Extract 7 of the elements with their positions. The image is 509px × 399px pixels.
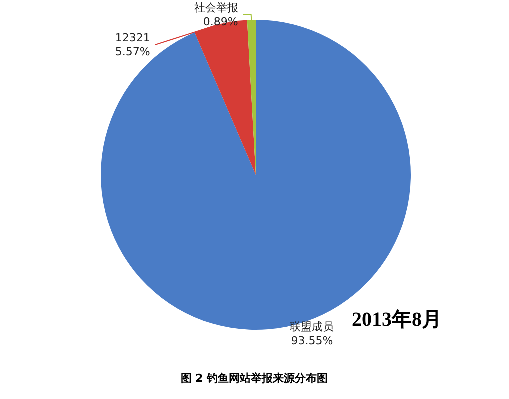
text: 图 2 钓鱼网站举报来源分布图 — [180, 372, 328, 385]
slice-label: 12321 — [115, 32, 150, 44]
slice-label: 联盟成员 — [290, 320, 334, 334]
slice-label: 社会举报 — [194, 2, 238, 14]
data-label: 5.57% — [115, 46, 150, 58]
text: 2013年8月 — [352, 309, 442, 331]
data-label: 93.55% — [291, 334, 334, 348]
